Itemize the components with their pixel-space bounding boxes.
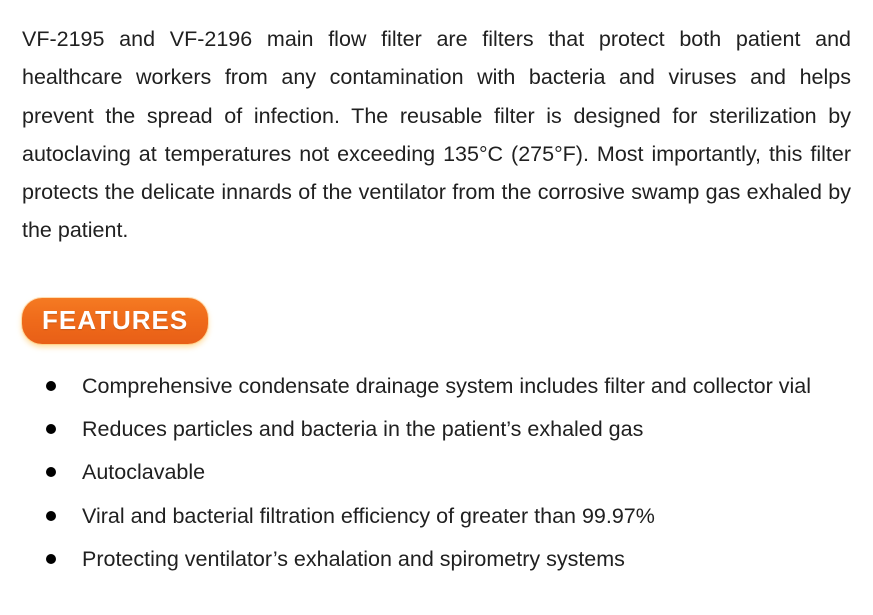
features-heading-badge: FEATURES	[22, 298, 208, 344]
features-heading-wrap: FEATURES	[22, 298, 208, 344]
list-item: Reduces particles and bacteria in the pa…	[46, 413, 851, 446]
list-item: Comprehensive condensate drainage system…	[46, 370, 851, 403]
list-item: Protecting ventilator’s exhalation and s…	[46, 543, 851, 576]
features-list: Comprehensive condensate drainage system…	[22, 370, 851, 577]
intro-paragraph: VF-2195 and VF-2196 main flow filter are…	[22, 20, 851, 250]
list-item: Viral and bacterial filtration efficienc…	[46, 500, 851, 533]
page-root: VF-2195 and VF-2196 main flow filter are…	[0, 0, 873, 606]
list-item: Autoclavable	[46, 456, 851, 489]
